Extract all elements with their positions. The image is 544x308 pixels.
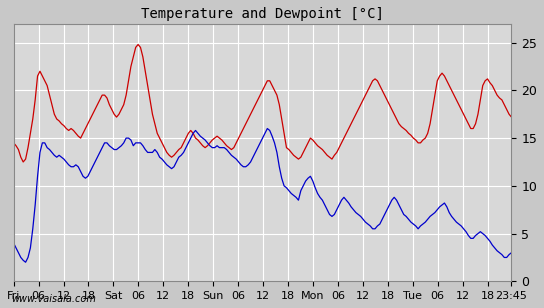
Title: Temperature and Dewpoint [°C]: Temperature and Dewpoint [°C] xyxy=(141,7,384,21)
Text: www.vaisala.com: www.vaisala.com xyxy=(11,294,96,304)
